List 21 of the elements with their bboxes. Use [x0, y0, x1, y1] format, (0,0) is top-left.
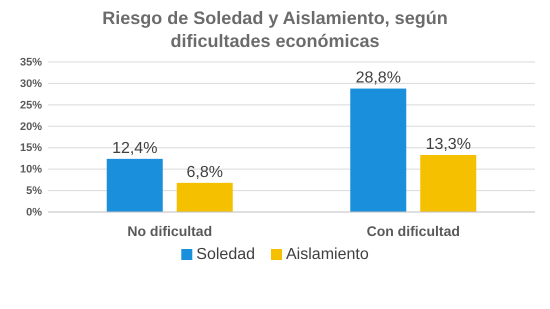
y-tick-label: 15%	[20, 142, 42, 154]
y-tick-label: 25%	[20, 99, 42, 112]
chart-title: Riesgo de Soledad y Aislamiento, según dificultades económicas	[102, 8, 448, 51]
y-tick-label: 10%	[20, 164, 42, 176]
y-tick-label: 30%	[20, 78, 42, 90]
legend-label: Soledad	[196, 246, 256, 263]
data-label: 13,3%	[426, 136, 471, 153]
bar	[420, 155, 476, 212]
y-tick-label: 0%	[26, 206, 42, 219]
bar	[176, 182, 233, 212]
data-label: 12,4%	[112, 140, 158, 157]
x-tick-label: No dificultad	[127, 223, 212, 239]
legend-label: Aislamiento	[286, 246, 369, 263]
x-tick-label: Con dificultad	[366, 223, 460, 239]
data-label: 28,8%	[356, 70, 401, 87]
y-tick-label: 35%	[20, 56, 42, 69]
y-tick-label: 20%	[20, 120, 42, 133]
y-tick-label: 5%	[26, 185, 42, 198]
bar	[350, 88, 406, 212]
bar	[106, 158, 163, 212]
data-label: 6,8%	[186, 164, 223, 181]
